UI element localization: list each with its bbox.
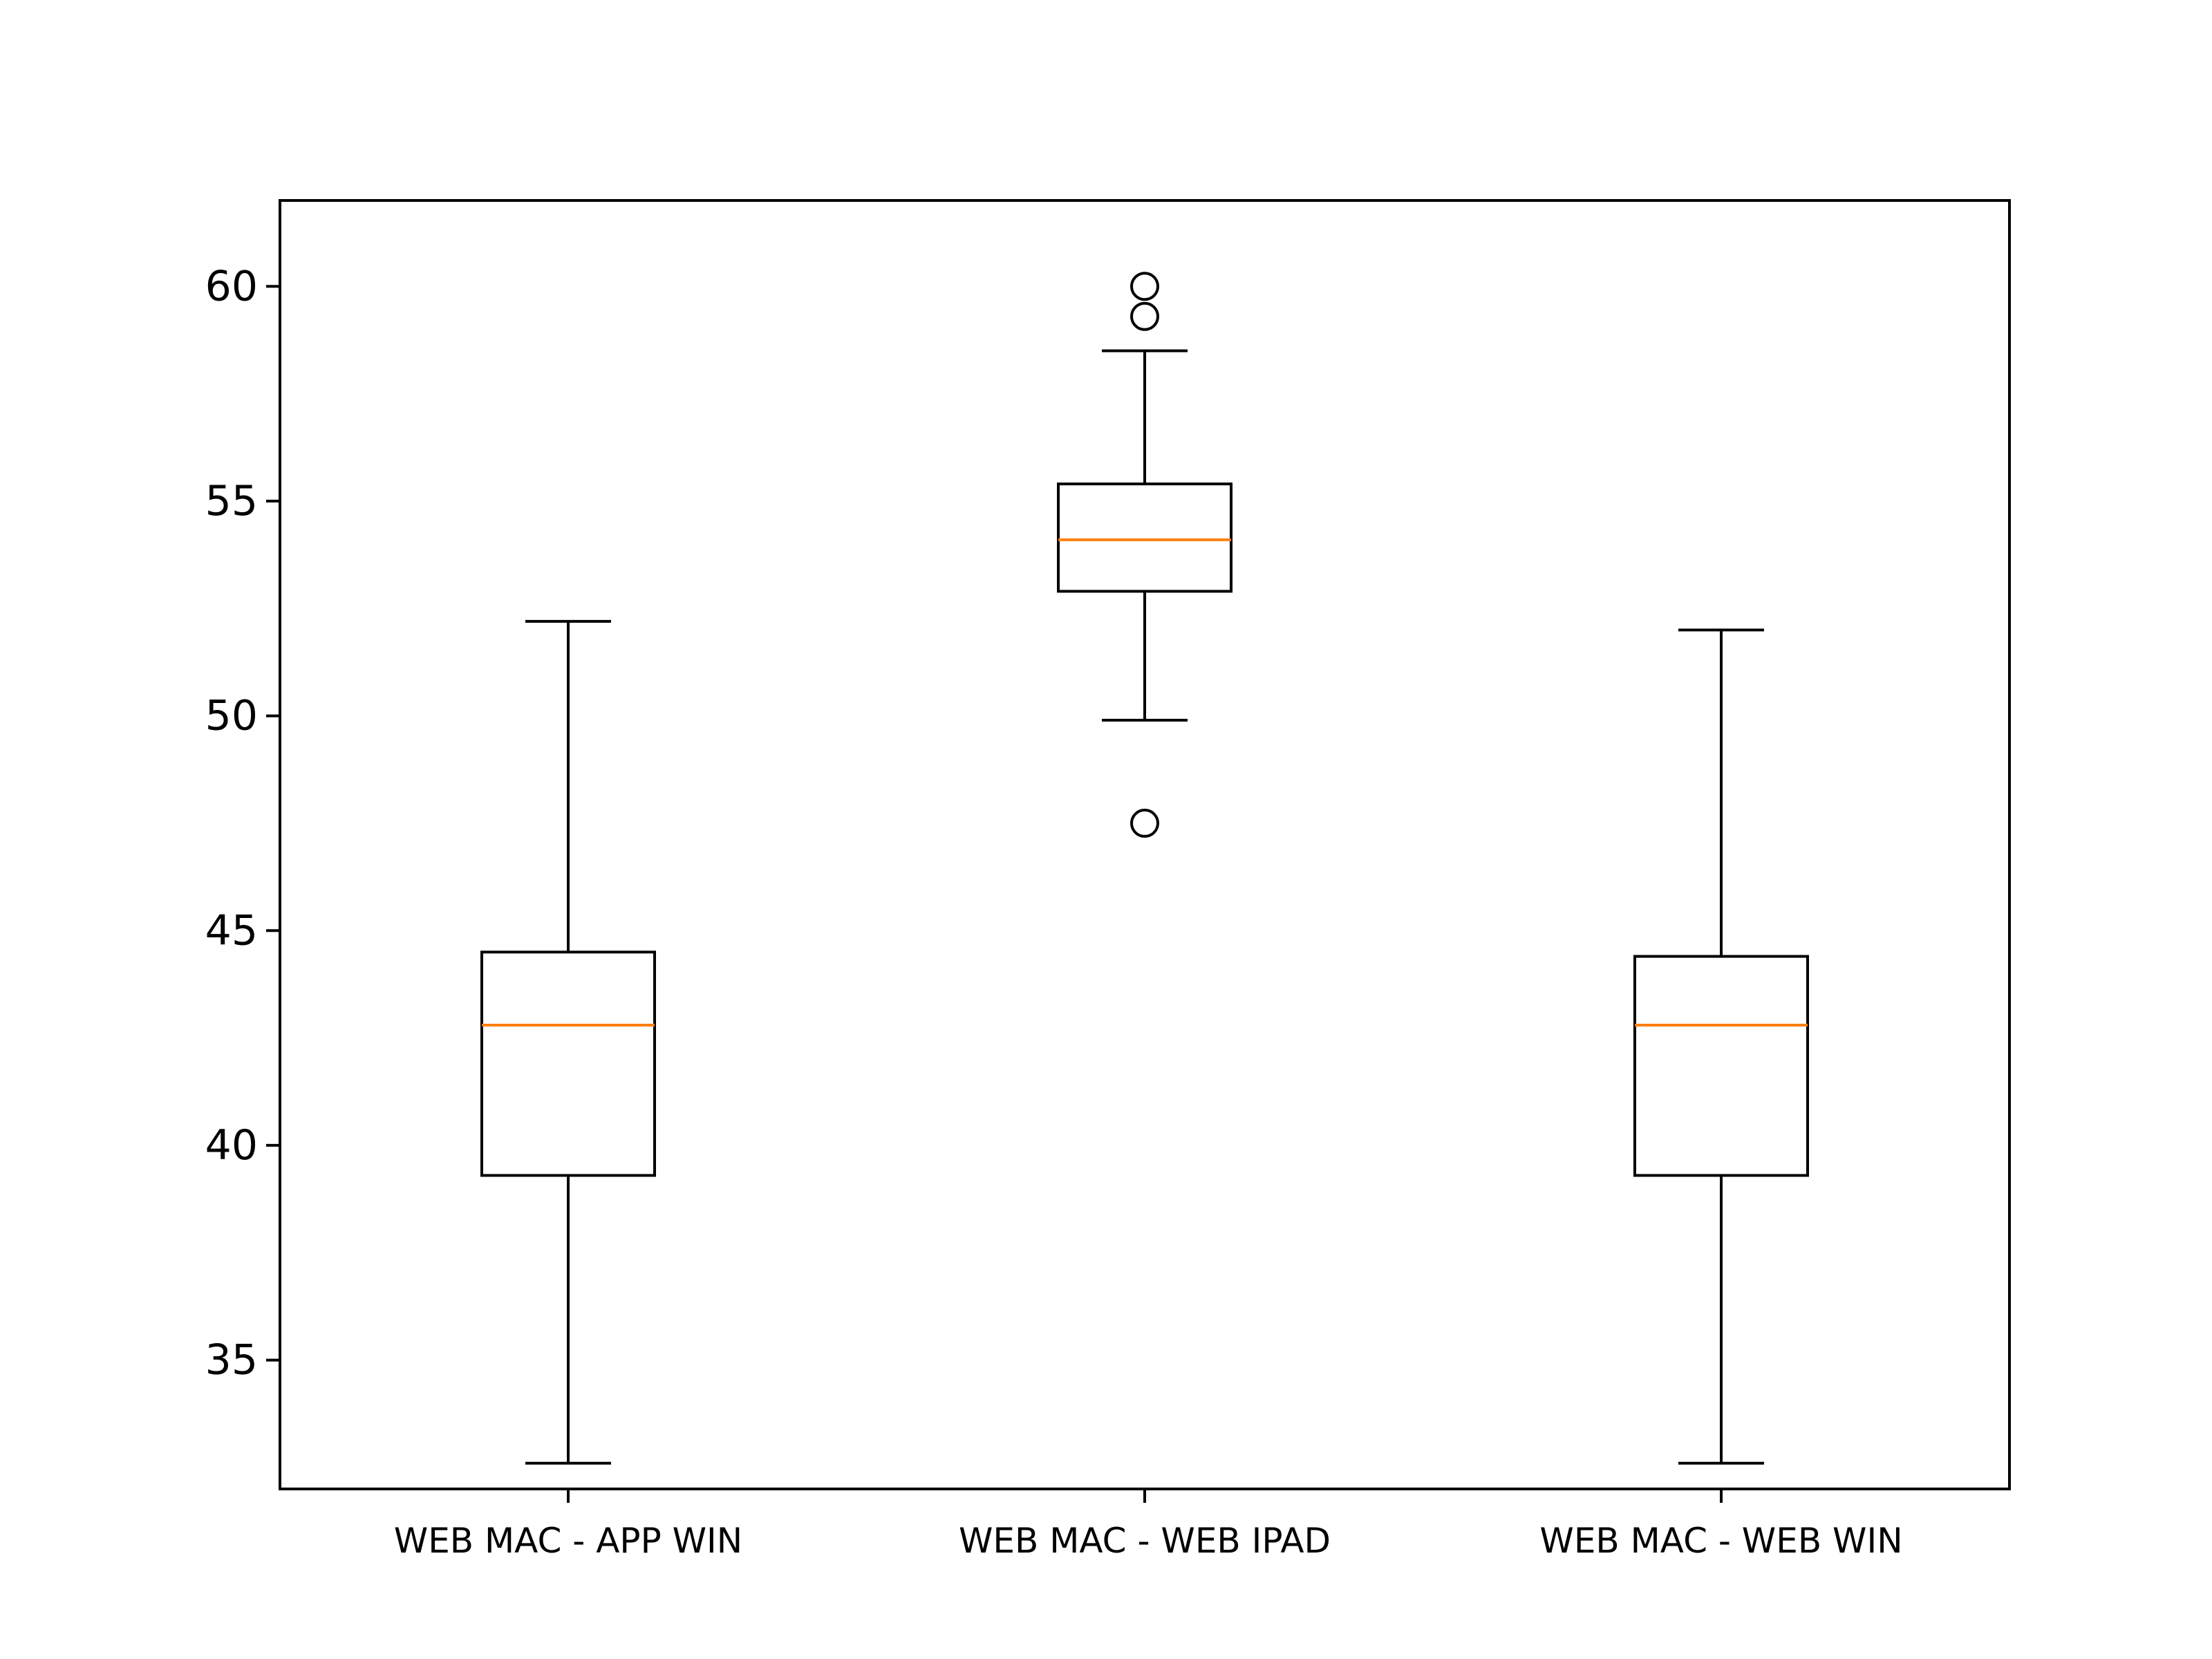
iqr-box	[1057, 482, 1232, 593]
y-tick-label: 45	[205, 906, 258, 955]
y-tick-label: 50	[205, 692, 258, 740]
y-tick-label: 40	[205, 1121, 258, 1170]
iqr-box	[1633, 955, 1809, 1177]
outlier-point	[1130, 808, 1159, 838]
outlier-point	[1130, 272, 1159, 301]
box-group	[480, 619, 656, 1465]
box-series	[480, 272, 1809, 1465]
x-tick-label: WEB MAC - APP WIN	[394, 1521, 742, 1561]
x-axis: WEB MAC - APP WIN WEB MAC - WEB IPAD WEB M…	[394, 1489, 1903, 1561]
y-tick-label: 35	[205, 1336, 258, 1385]
outlier-point	[1130, 301, 1159, 331]
box-group	[1057, 272, 1232, 838]
y-tick-label: 55	[205, 477, 258, 525]
iqr-box	[480, 950, 656, 1177]
x-tick-label: WEB MAC - WEB IPAD	[959, 1521, 1331, 1561]
box-group	[1633, 628, 1809, 1465]
y-tick-label: 60	[205, 262, 258, 310]
y-axis: 35 40 45 50 55 60	[205, 262, 280, 1385]
x-tick-label: WEB MAC - WEB WIN	[1539, 1521, 1902, 1561]
